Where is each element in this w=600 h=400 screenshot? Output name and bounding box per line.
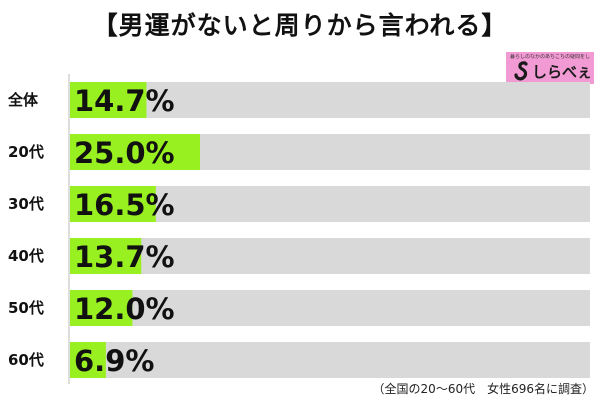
- bar-track: [70, 186, 590, 222]
- category-label: 50代: [8, 299, 44, 317]
- bar-track: [70, 82, 590, 118]
- brand-logo: 暮らしのなかのあちこちの疑問をしらべる しらべぇ: [506, 52, 594, 84]
- category-label: 30代: [8, 195, 44, 213]
- category-label: 40代: [8, 247, 44, 265]
- bar: [70, 82, 147, 118]
- value-label: 16.5%: [74, 188, 175, 222]
- category-label: 20代: [8, 143, 44, 161]
- survey-footnote: （全国の20〜60代 女性696名に調査）: [372, 382, 594, 396]
- bar: [70, 186, 156, 222]
- bar-track: [70, 342, 590, 378]
- value-label: 25.0%: [74, 136, 175, 170]
- bar: [70, 342, 106, 378]
- bar: [70, 290, 133, 326]
- category-label: 全体: [7, 91, 39, 109]
- value-label: 13.7%: [74, 240, 175, 274]
- value-label: 12.0%: [74, 292, 175, 326]
- bar-track: [70, 238, 590, 274]
- bar: [70, 238, 142, 274]
- bar: [70, 134, 200, 170]
- value-label: 6.9%: [74, 344, 154, 378]
- category-label: 60代: [8, 351, 44, 369]
- chart-title: 【男運がないと周りから言われる】: [92, 11, 508, 40]
- bar-track: [70, 290, 590, 326]
- logo-tagline: 暮らしのなかのあちこちの疑問をしらべる: [510, 54, 590, 60]
- bar-rows: 全体 14.7% 20代 25.0% 30代 16.5% 40代 13.7% 50代 12.0% 6…: [7, 82, 590, 378]
- logo-wordmark: しらべぇ: [532, 63, 593, 81]
- value-label: 14.7%: [74, 84, 175, 118]
- swan-logo-icon: [514, 61, 528, 81]
